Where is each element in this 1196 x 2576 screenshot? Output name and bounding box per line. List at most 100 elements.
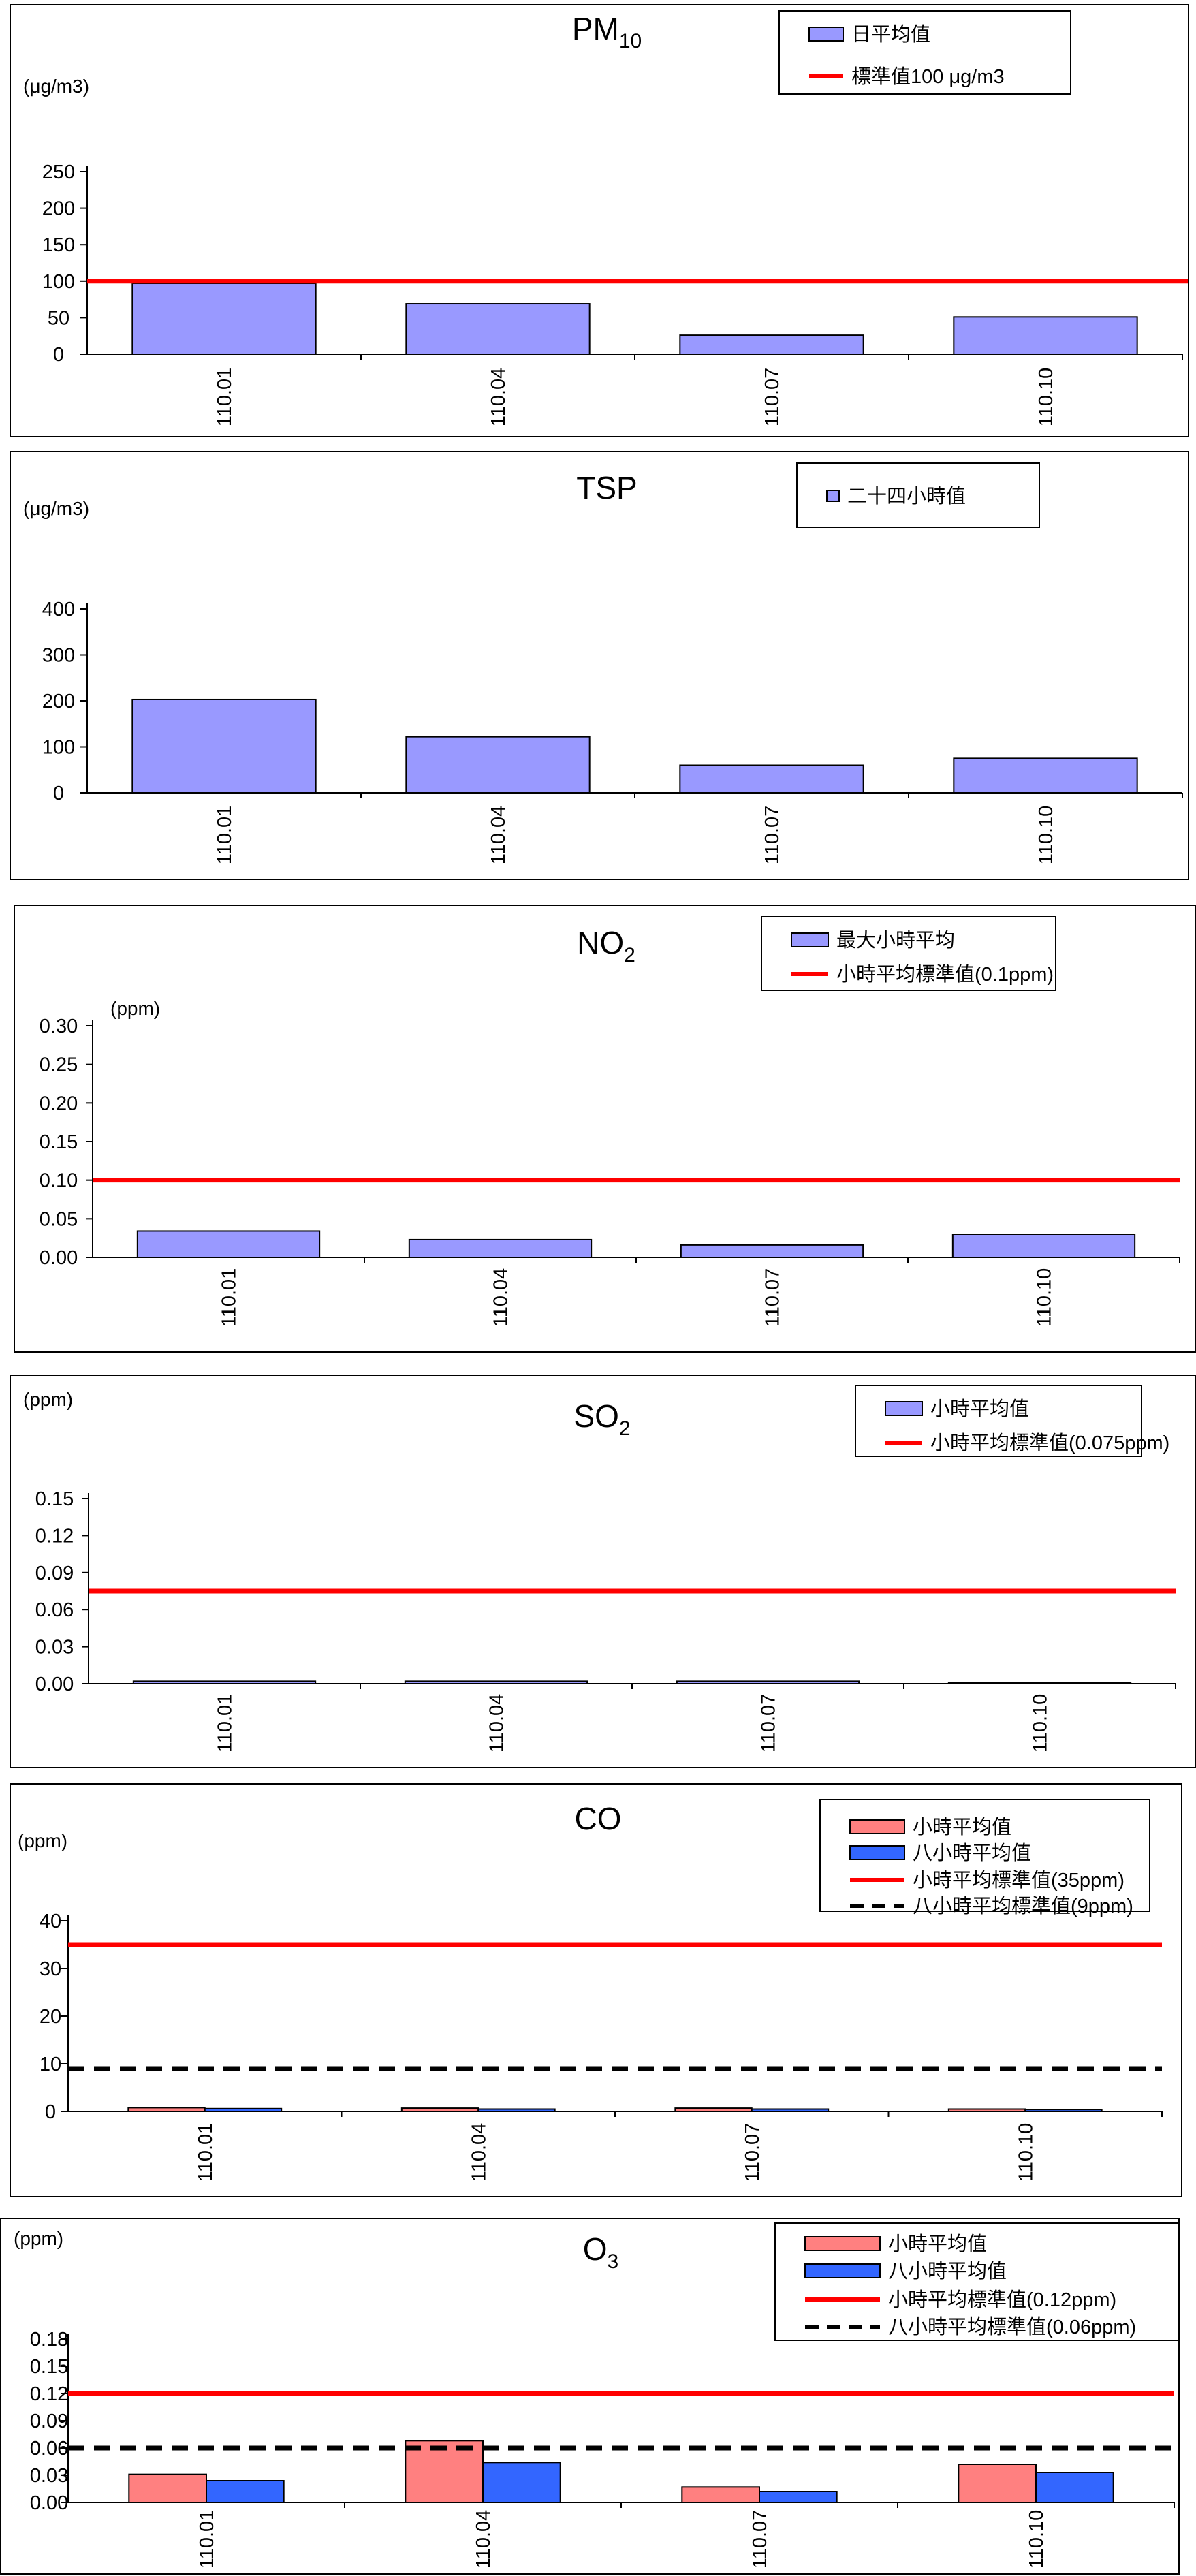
chart-co-category-label: 110.07 <box>742 2123 764 2182</box>
chart-pm10-category-label: 110.07 <box>761 368 783 427</box>
chart-co-unit-label: (ppm) <box>18 1830 67 1851</box>
chart-co-bar-1 <box>674 2107 753 2113</box>
chart-panel-tsp: TSP (μg/m3) 0 100 200 300 400 110.01 110.04 110.0… <box>10 451 1189 880</box>
chart-co-category-label: 110.01 <box>195 2123 217 2182</box>
chart-so2-category-label: 110.10 <box>1030 1694 1052 1753</box>
chart-o3-y-tick-label: 0.00 <box>30 2492 68 2514</box>
chart-tsp: TSP (μg/m3) 0 100 200 300 400 110.01 110.04 110.0… <box>23 462 1183 865</box>
chart-pm10-bar-1 <box>953 316 1138 356</box>
chart-no2: NO2 (ppm) 0.00 0.05 0.10 0.15 0.20 0.25 0.30 110.… <box>40 916 1180 1328</box>
chart-no2-title: NO2 <box>577 925 635 967</box>
chart-co-y-tick-label: 10 <box>40 2054 61 2075</box>
chart-so2: SO2 (ppm) 0.00 0.03 0.06 0.09 0.12 0.15 110.01 11… <box>23 1385 1176 1753</box>
chart-pm10-y-tick-label: 0 <box>53 344 64 366</box>
chart-co-legend-label: 小時平均標準值(35ppm) <box>913 1869 1124 1891</box>
chart-panel-so2: SO2 (ppm) 0.00 0.03 0.06 0.09 0.12 0.15 110.01 11… <box>10 1375 1196 1768</box>
chart-tsp-y-tick-label: 100 <box>42 737 75 759</box>
chart-co-category-label: 110.04 <box>468 2123 490 2182</box>
chart-tsp-title: TSP <box>576 470 637 505</box>
chart-o3-category-label: 110.07 <box>749 2510 771 2569</box>
chart-o3-bar-1 <box>681 2486 761 2504</box>
chart-co-category-label: 110.10 <box>1015 2123 1037 2182</box>
chart-pm10-bar-1 <box>679 334 864 355</box>
chart-o3-title-subscript: 3 <box>608 2250 619 2273</box>
chart-pm10-category-label: 110.04 <box>488 368 509 427</box>
chart-o3-legend-label: 八小時平均標準值(0.06ppm) <box>888 2316 1136 2338</box>
chart-so2-bar-1 <box>132 1680 317 1684</box>
chart-co-bar-2 <box>204 2107 283 2112</box>
chart-so2-y-tick-label: 0.15 <box>35 1488 74 1510</box>
chart-co-title: CO <box>575 1801 622 1836</box>
chart-o3-bar-2 <box>1035 2472 1114 2503</box>
chart-o3-category-label: 110.01 <box>196 2510 218 2569</box>
chart-so2-unit-label: (ppm) <box>23 1389 73 1410</box>
chart-so2-title: SO2 <box>573 1398 630 1440</box>
chart-pm10-title-subscript: 10 <box>619 30 642 52</box>
chart-no2-y-tick-label: 0.20 <box>40 1093 78 1114</box>
chart-so2-bar-1 <box>404 1680 588 1684</box>
chart-panel-o3: O3 (ppm) 0.00 0.03 0.06 0.09 0.12 0.15 0.18 110.0… <box>0 2218 1180 2575</box>
chart-o3-y-tick-label: 0.18 <box>30 2329 68 2351</box>
chart-so2-y-tick-label: 0.09 <box>35 1562 74 1584</box>
chart-o3-category-label: 110.04 <box>473 2510 494 2569</box>
chart-so2-title-subscript: 2 <box>619 1417 631 1440</box>
chart-pm10-y-tick-label: 250 <box>42 161 75 183</box>
chart-panel-co: CO (ppm) 0 10 20 30 40 110.01 110.04 110.07 110.10… <box>10 1783 1182 2197</box>
chart-co-y-tick-label: 40 <box>40 1911 61 1932</box>
chart-o3-y-tick-label: 0.03 <box>30 2465 68 2487</box>
chart-tsp-y-tick-label: 0 <box>53 783 64 804</box>
chart-o3-y-tick-label: 0.09 <box>30 2410 68 2432</box>
chart-no2-legend-swatch <box>791 932 829 947</box>
chart-so2-legend-label: 小時平均標準值(0.075ppm) <box>930 1432 1169 1454</box>
chart-co-legend-swatch <box>849 1845 905 1860</box>
chart-pm10-bar-1 <box>405 303 591 356</box>
chart-no2-unit-label: (ppm) <box>110 998 160 1019</box>
chart-no2-title-subscript: 2 <box>624 944 635 967</box>
chart-so2-legend-swatch <box>885 1401 923 1416</box>
chart-tsp-category-label: 110.01 <box>214 806 236 865</box>
chart-pm10-legend-label: 標準值100 μg/m3 <box>851 65 1005 88</box>
chart-pm10-unit-label: (μg/m3) <box>23 76 89 97</box>
chart-co-y-tick-label: 30 <box>40 1958 61 1980</box>
chart-tsp-category-label: 110.07 <box>761 806 783 865</box>
chart-co-bar-2 <box>477 2108 556 2112</box>
chart-o3-title: O3 <box>583 2231 618 2273</box>
chart-tsp-y-tick-label: 400 <box>42 599 75 621</box>
chart-no2-y-tick-label: 0.25 <box>40 1054 78 1076</box>
chart-no2-legend-label: 小時平均標準值(0.1ppm) <box>836 963 1054 986</box>
chart-tsp-category-label: 110.10 <box>1035 806 1057 865</box>
chart-no2-category-label: 110.07 <box>762 1268 784 1328</box>
chart-o3-bar-1 <box>128 2473 208 2503</box>
chart-o3-legend-label: 小時平均標準值(0.12ppm) <box>888 2289 1116 2311</box>
chart-pm10-bar-1 <box>131 283 317 355</box>
chart-pm10-y-tick-label: 100 <box>42 271 75 293</box>
chart-tsp-unit-label: (μg/m3) <box>23 498 89 519</box>
chart-panel-pm10: PM10 (μg/m3) 0 50 100 150 200 250 110.01 110.04 11… <box>10 4 1189 437</box>
chart-co-legend-label: 小時平均值 <box>913 1816 1011 1838</box>
chart-pm10-title: PM10 <box>572 11 642 52</box>
chart-no2-category-label: 110.10 <box>1034 1268 1056 1328</box>
chart-co-legend-label: 八小時平均標準值(9ppm) <box>913 1895 1133 1917</box>
chart-so2-category-label: 110.01 <box>215 1694 236 1753</box>
chart-pm10: PM10 (μg/m3) 0 50 100 150 200 250 110.01 110.04 11… <box>23 10 1188 427</box>
chart-pm10-y-tick-label: 200 <box>42 198 75 220</box>
chart-tsp-y-tick-label: 200 <box>42 691 75 712</box>
chart-so2-category-label: 110.04 <box>486 1694 508 1753</box>
chart-no2-bar-1 <box>136 1230 321 1259</box>
chart-co: CO (ppm) 0 10 20 30 40 110.01 110.04 110.07 110.10… <box>18 1799 1163 2182</box>
chart-o3-bar-2 <box>206 2480 285 2503</box>
chart-so2-y-tick-label: 0.12 <box>35 1525 74 1547</box>
chart-so2-bar-1 <box>676 1680 860 1684</box>
chart-so2-legend-label: 小時平均值 <box>930 1398 1029 1420</box>
chart-co-y-tick-label: 0 <box>45 2101 56 2123</box>
chart-pm10-legend-label: 日平均值 <box>851 23 930 46</box>
chart-no2-y-tick-label: 0.00 <box>40 1247 78 1269</box>
chart-co-bar-1 <box>127 2107 206 2112</box>
chart-no2-bar-1 <box>680 1244 864 1259</box>
chart-no2-bar-1 <box>951 1234 1136 1258</box>
